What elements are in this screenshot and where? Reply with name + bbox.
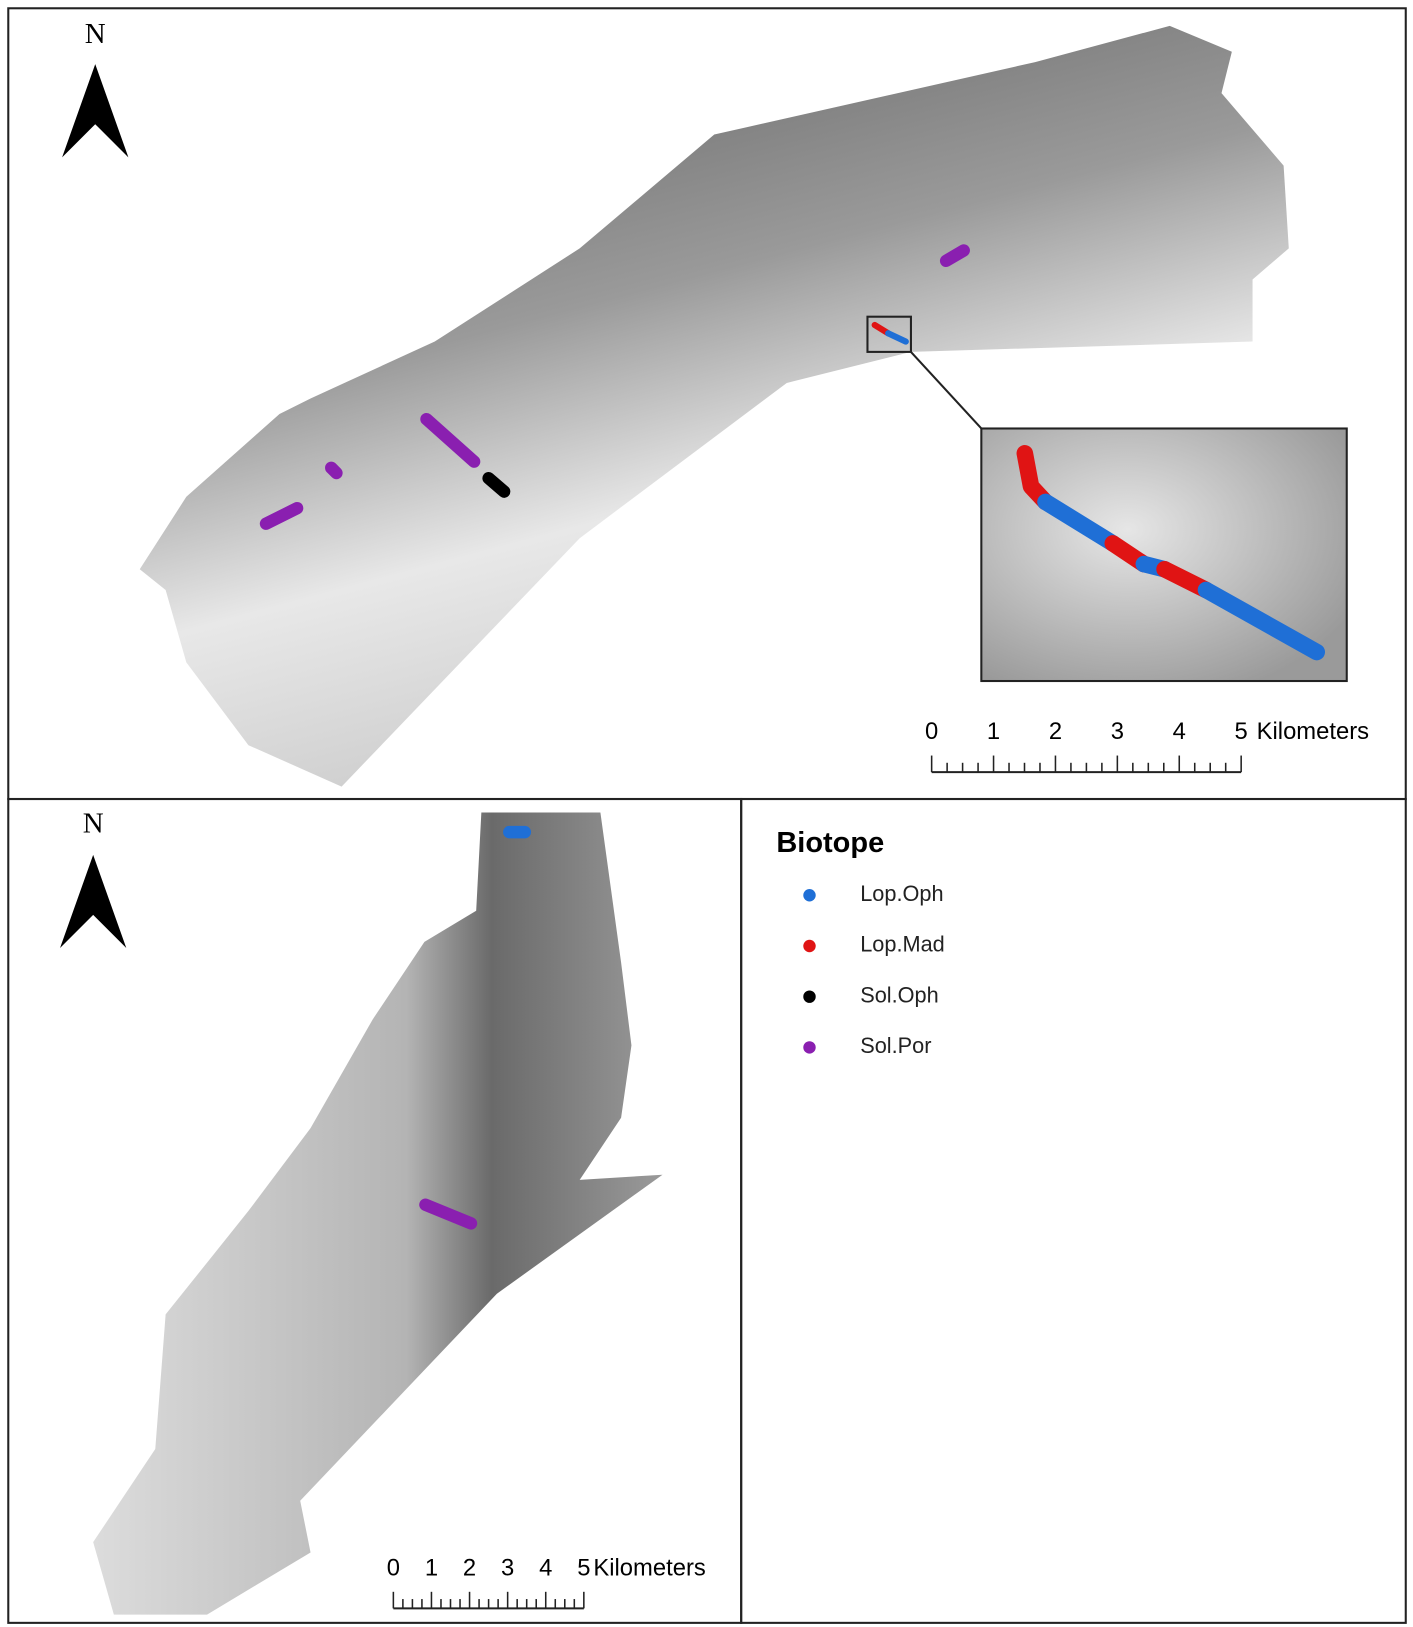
inset-locator — [866, 315, 912, 353]
scale-label: 0 — [925, 718, 938, 745]
scale-unit: Kilometers — [1257, 718, 1370, 745]
scale-label: 3 — [1111, 718, 1124, 745]
biotope-track — [325, 461, 343, 480]
biotope-track — [482, 471, 511, 498]
scale-label: 4 — [1173, 718, 1186, 745]
legend-title: Biotope — [776, 827, 884, 859]
scale-unit: Kilometers — [593, 1554, 706, 1581]
legend-label: Lop.Mad — [860, 932, 945, 957]
bathymetry-bottom — [93, 812, 663, 1615]
scale-label: 1 — [987, 718, 1000, 745]
legend-marker — [803, 889, 816, 902]
north-label: N — [83, 808, 104, 840]
scale-label: 1 — [425, 1554, 438, 1581]
scale-label: 3 — [501, 1554, 514, 1581]
legend-marker — [803, 939, 816, 953]
scale-label: 5 — [1235, 718, 1248, 745]
legend-label: Sol.Por — [860, 1033, 931, 1058]
legend-label: Sol.Oph — [860, 982, 938, 1007]
scale-label: 5 — [577, 1554, 590, 1581]
biotope-track — [885, 330, 909, 345]
north-label: N — [85, 18, 106, 50]
scale-label: 2 — [1049, 718, 1062, 745]
biotope-track — [419, 1198, 478, 1230]
biotope-track — [259, 501, 304, 530]
legend-label: Lop.Oph — [860, 881, 943, 906]
legend-panel — [740, 797, 1407, 1624]
bathymetry-top — [139, 25, 1289, 787]
biotope-track — [420, 412, 481, 468]
north-arrow — [62, 64, 129, 158]
biotope-track — [1037, 493, 1122, 552]
scale-label: 0 — [387, 1554, 400, 1581]
inset-connector — [910, 351, 983, 430]
north-arrow — [60, 854, 127, 949]
legend-marker — [803, 990, 816, 1003]
biotope-track — [1197, 581, 1326, 661]
biotope-track — [939, 244, 970, 268]
legend-marker — [803, 1041, 816, 1054]
scale-label: 2 — [463, 1554, 476, 1581]
scale-label: 4 — [539, 1554, 552, 1581]
